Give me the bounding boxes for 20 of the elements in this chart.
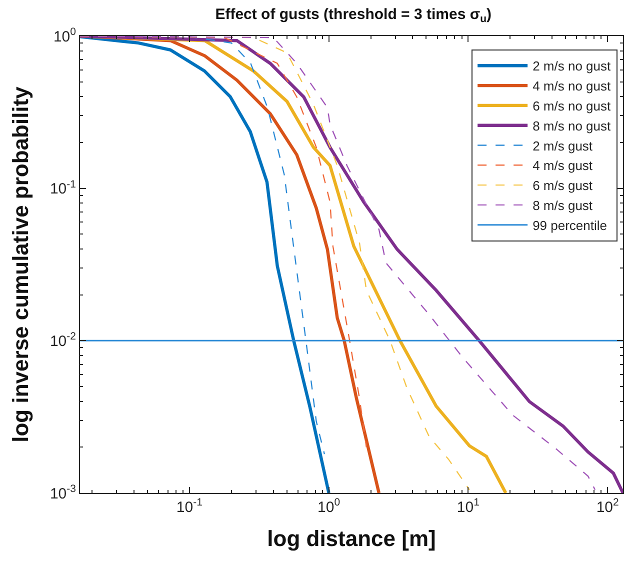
legend-label: 4 m/s gust: [532, 158, 593, 174]
y-tick-label: 10$^{-1}$: [50, 178, 76, 198]
legend-label: 2 m/s gust: [532, 138, 593, 154]
y-tick-label: 10$^{-2}$: [50, 330, 76, 350]
legend-label: 4 m/s no gust: [532, 78, 611, 94]
x-tick-label: 10$^{2}$: [596, 496, 620, 516]
x-tick-label: 10$^{1}$: [456, 496, 480, 516]
y-tick-label: 10$^{0}$: [53, 26, 76, 46]
legend-label: 2 m/s no gust: [532, 58, 611, 74]
x-tick-label: 10$^{-1}$: [176, 496, 203, 516]
y-tick-label: 10$^{-3}$: [50, 482, 76, 502]
x-axis-title: log distance [m]: [267, 526, 436, 551]
legend-label: 6 m/s gust: [532, 178, 593, 194]
legend-label: 6 m/s no gust: [532, 98, 611, 114]
x-tick-label: 10$^{0}$: [318, 496, 340, 516]
chart-title: Effect of gusts (threshold = 3 times σ$_{u}$): [215, 6, 492, 26]
y-axis-title: log inverse cumulative probability: [8, 86, 33, 442]
legend-label: 8 m/s gust: [532, 198, 593, 214]
legend-label: 8 m/s no gust: [532, 118, 611, 134]
legend-label: 99 percentile: [532, 218, 608, 233]
